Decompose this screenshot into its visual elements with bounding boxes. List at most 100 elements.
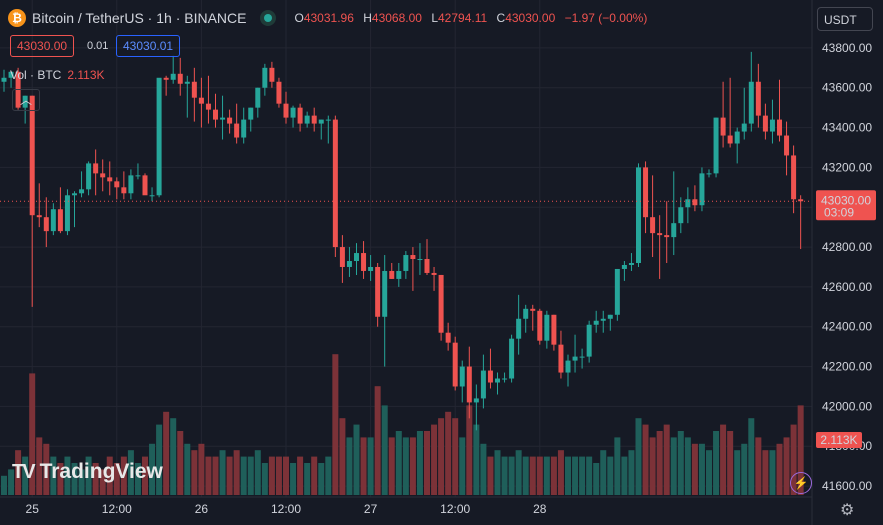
volume-bar — [297, 456, 304, 495]
symbol-title[interactable]: Bitcoin / TetherUS · 1h · BINANCE — [32, 10, 247, 26]
volume-bar — [508, 456, 515, 495]
open-value: 43031.96 — [303, 11, 354, 25]
price-tick-label: 42600.00 — [822, 280, 872, 294]
volume-bar — [367, 437, 374, 495]
candle-body — [269, 67, 275, 82]
volume-bar — [120, 456, 127, 495]
volume-bar — [99, 469, 106, 495]
time-tick-label: 28 — [533, 502, 547, 516]
market-status-icon[interactable] — [260, 10, 277, 26]
volume-bar — [233, 450, 240, 495]
candle-body — [741, 123, 747, 132]
price-tick-label: 43800.00 — [822, 41, 872, 55]
candle-body — [657, 233, 663, 236]
volume-bar — [127, 450, 134, 495]
candle-body — [318, 119, 324, 124]
candle-body — [509, 338, 515, 379]
candle-body — [530, 308, 536, 311]
candle-body — [762, 115, 768, 132]
candle-body — [769, 119, 775, 132]
candle-body — [107, 177, 113, 182]
price-tick-label: 42400.00 — [822, 320, 872, 334]
volume-bar — [388, 437, 395, 495]
current-volume-tag — [816, 432, 862, 448]
candle-body — [339, 247, 345, 267]
buy-price-button[interactable]: 43030.01 — [116, 35, 181, 57]
candle-body — [396, 270, 402, 279]
volume-bar — [572, 456, 579, 495]
volume-bar — [565, 456, 571, 495]
candle-body — [227, 117, 233, 124]
candle-body — [516, 318, 522, 339]
volume-bar — [149, 443, 156, 495]
low-label: L — [431, 11, 438, 25]
candle-body — [8, 71, 14, 78]
candle-body — [361, 253, 367, 271]
lightning-icon[interactable]: ⚡ — [790, 472, 812, 494]
volume-bar — [360, 437, 367, 495]
candle-body — [777, 119, 782, 136]
currency-button[interactable]: USDT — [817, 7, 873, 31]
candle-body — [748, 81, 754, 124]
gear-icon[interactable]: ⚙ — [840, 502, 855, 519]
volume-bar — [29, 373, 36, 495]
candle-body — [36, 215, 42, 218]
volume-bar — [71, 463, 78, 495]
candle-body — [191, 81, 197, 98]
volume-bar — [247, 456, 254, 495]
candle-body — [579, 356, 585, 358]
brand-name: TradingView — [39, 460, 163, 483]
candle-body — [128, 175, 134, 194]
candle-body — [643, 167, 649, 218]
status-dot — [264, 14, 273, 22]
volume-bar — [212, 456, 219, 495]
volume-value: 2.113K — [67, 68, 105, 82]
candle-body — [72, 193, 77, 196]
volume-bar — [226, 456, 233, 495]
candle-body — [149, 195, 155, 197]
volume-bar — [156, 424, 163, 495]
candle-body — [558, 344, 564, 373]
candle-body — [678, 207, 684, 224]
volume-bar — [593, 463, 600, 495]
candle-body — [43, 217, 49, 232]
price-tick-label: 43600.00 — [822, 81, 872, 95]
volume-bar — [395, 431, 402, 495]
candle-body — [114, 181, 120, 188]
volume-bar — [776, 443, 783, 495]
volume-bar — [600, 450, 607, 495]
volume-bar — [177, 431, 184, 495]
volume-bar — [198, 443, 205, 495]
volume-bar — [727, 431, 734, 495]
candle-body — [487, 370, 493, 383]
volume-bar — [656, 431, 663, 495]
volume-bar — [22, 456, 29, 495]
volume-bar — [261, 463, 268, 495]
tradingview-logo[interactable]: TV TradingView — [12, 460, 163, 484]
candle-body — [177, 73, 183, 84]
candle-body — [473, 398, 479, 403]
time-tick-label: 12:00 — [102, 502, 132, 516]
volume-bar — [769, 450, 776, 495]
candle-body — [22, 95, 28, 108]
time-tick-label: 25 — [26, 502, 40, 516]
candle-body — [628, 263, 634, 265]
volume-bar — [579, 456, 586, 495]
volume-bar — [240, 456, 247, 495]
sell-price-button[interactable]: 43030.00 — [10, 35, 75, 57]
candle-body — [523, 308, 529, 319]
candle-body — [86, 163, 92, 190]
tradingview-logo-icon: TV — [12, 460, 36, 483]
candle-body — [248, 107, 254, 120]
volume-bar — [424, 431, 430, 495]
volume-label: Vol · BTC — [10, 68, 62, 82]
volume-bar — [522, 456, 529, 495]
chevron-up-icon[interactable]: ︿ — [12, 89, 40, 111]
candle-body — [727, 135, 733, 144]
candle-body — [664, 235, 670, 238]
price-tick-label: 42800.00 — [822, 240, 872, 254]
volume-bar — [381, 405, 388, 495]
candle-body — [205, 103, 211, 110]
candle-body — [241, 119, 247, 138]
